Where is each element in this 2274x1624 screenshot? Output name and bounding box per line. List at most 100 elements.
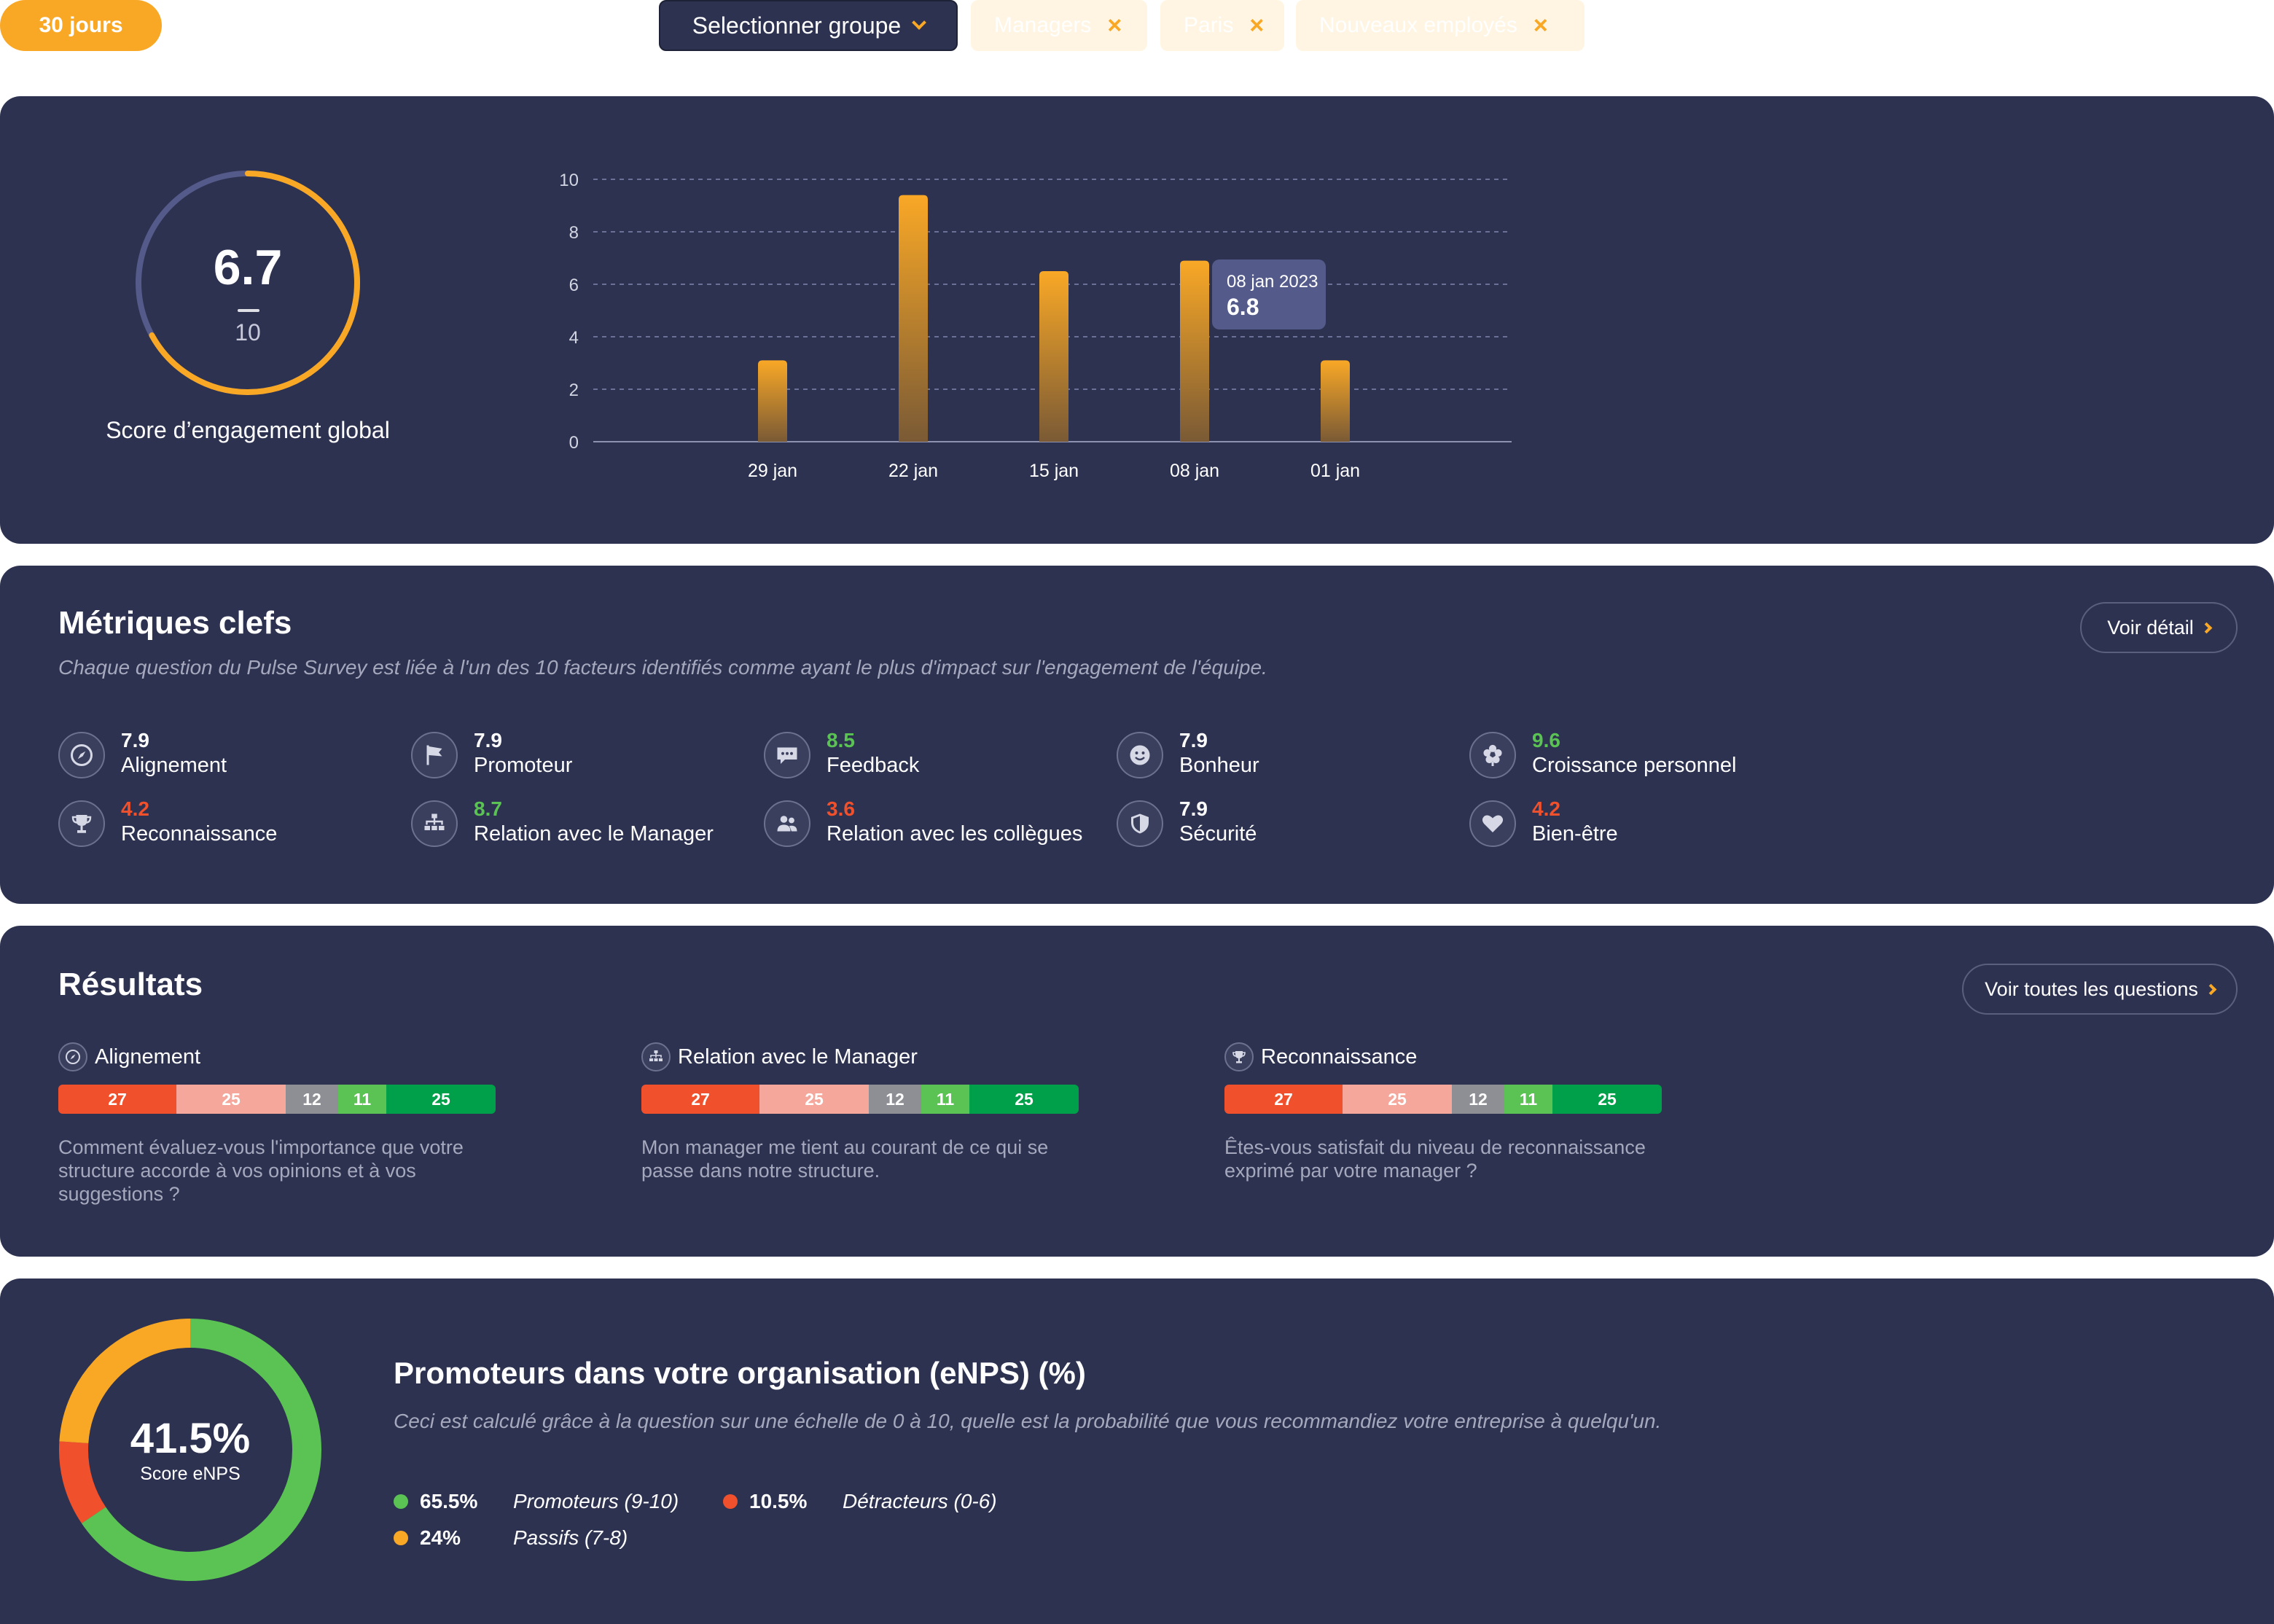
filter-chip-managers[interactable]: Managers ×: [971, 0, 1147, 51]
result-distribution-bar: 27 25 12 11 25: [1224, 1085, 1662, 1114]
view-detail-button[interactable]: Voir détail: [2080, 602, 2238, 653]
shield-icon: [1131, 813, 1149, 834]
metric-value: 7.9: [1179, 797, 1208, 820]
distribution-segment: 25: [969, 1085, 1079, 1114]
engagement-score: 6.7: [213, 240, 283, 295]
engagement-card: [0, 96, 2274, 544]
metric-value: 7.9: [474, 729, 502, 752]
enps-score: 41.5%: [130, 1415, 251, 1462]
tooltip-value: 6.8: [1227, 294, 1259, 320]
legend-item: 24% Passifs (7-8): [394, 1525, 628, 1551]
metric-value: 8.5: [827, 729, 855, 752]
metric-name: Alignement: [121, 754, 227, 777]
metric-name: Bien-être: [1532, 822, 1618, 846]
distribution-segment: 25: [176, 1085, 286, 1114]
metric-name: Feedback: [827, 754, 920, 777]
heart-icon: [1482, 815, 1504, 832]
donut-segment: [59, 1319, 321, 1581]
period-button[interactable]: 30 jours: [0, 0, 162, 51]
y-tick-label: 4: [569, 328, 579, 348]
metric-icon-badge: [1117, 800, 1163, 847]
metric-item: 9.6 Croissance personnel: [1469, 729, 1819, 780]
chevron-right-icon: [2200, 622, 2213, 633]
metric-item: 3.6 Relation avec les collègues: [764, 797, 1114, 848]
enps-donut-chart: [59, 1319, 321, 1581]
distribution-segment: 25: [759, 1085, 869, 1114]
view-detail-label: Voir détail: [2107, 616, 2194, 639]
distribution-segment: 25: [386, 1085, 496, 1114]
chip-label: Nouveaux employés: [1319, 13, 1517, 37]
metric-value: 9.6: [1532, 729, 1560, 752]
close-icon[interactable]: ×: [1533, 11, 1548, 39]
metric-item: 7.9 Sécurité: [1117, 797, 1466, 848]
group-select[interactable]: Selectionner groupe: [659, 0, 958, 51]
tooltip-date: 08 jan 2023: [1227, 272, 1318, 292]
result-icon-badge: [58, 1042, 87, 1071]
distribution-segment: 12: [1452, 1085, 1504, 1114]
close-icon[interactable]: ×: [1107, 11, 1122, 39]
view-all-questions-label: Voir toutes les questions: [1985, 977, 2198, 1000]
metric-name: Reconnaissance: [121, 822, 278, 846]
distribution-segment: 27: [641, 1085, 759, 1114]
result-header: Alignement: [58, 1042, 200, 1071]
distribution-segment: 11: [921, 1085, 969, 1114]
compass-icon: [66, 1050, 80, 1064]
result-question: Comment évaluez-vous l'importance que vo…: [58, 1136, 464, 1205]
score-separator: [238, 309, 259, 312]
bar[interactable]: [1321, 360, 1350, 442]
chat-icon: [777, 747, 797, 764]
legend-item: 10.5% Détracteurs (0-6): [723, 1488, 997, 1515]
people-icon: [777, 816, 797, 832]
x-tick-label: 15 jan: [1029, 461, 1079, 481]
org-chart-icon: [649, 1050, 663, 1061]
metric-item: 8.7 Relation avec le Manager: [411, 797, 761, 848]
filter-chip-nouveaux-employes[interactable]: Nouveaux employés ×: [1296, 0, 1585, 51]
view-all-questions-button[interactable]: Voir toutes les questions: [1962, 964, 2238, 1015]
result-header: Reconnaissance: [1224, 1042, 1417, 1071]
x-tick-label: 29 jan: [748, 461, 797, 481]
group-select-label: Selectionner groupe: [692, 12, 902, 39]
x-tick-label: 08 jan: [1170, 461, 1219, 481]
metric-value: 4.2: [1532, 797, 1560, 820]
metric-icon-badge: [1117, 732, 1163, 778]
metric-icon-badge: [764, 800, 810, 847]
legend-dot: [394, 1531, 408, 1545]
filter-bar: 30 jours Selectionner groupe Managers × …: [0, 0, 2274, 54]
metric-value: 3.6: [827, 797, 855, 820]
bar[interactable]: [758, 360, 787, 442]
legend-dot: [723, 1494, 738, 1509]
bar[interactable]: [1180, 260, 1209, 442]
legend-dot: [394, 1494, 408, 1509]
metric-icon-badge: [411, 732, 458, 778]
enps-title: Promoteurs dans votre organisation (eNPS…: [394, 1356, 1086, 1390]
metric-name: Croissance personnel: [1532, 754, 1737, 777]
ring-progress: [136, 171, 360, 395]
results-title: Résultats: [58, 967, 203, 1002]
metric-item: 8.5 Feedback: [764, 729, 1114, 780]
result-icon-badge: [1224, 1042, 1254, 1071]
chip-label: Managers: [994, 13, 1092, 37]
legend-value: 65.5%: [420, 1490, 478, 1512]
result-distribution-bar: 27 25 12 11 25: [641, 1085, 1079, 1114]
result-factor-name: Reconnaissance: [1261, 1045, 1418, 1069]
bar[interactable]: [899, 195, 928, 442]
filter-chip-paris[interactable]: Paris ×: [1160, 0, 1284, 51]
bar[interactable]: [1039, 271, 1068, 442]
metric-icon-badge: [764, 732, 810, 778]
distribution-segment: 27: [1224, 1085, 1343, 1114]
org-chart-icon: [424, 813, 445, 830]
metric-icon-badge: [411, 800, 458, 847]
legend-name: Passifs (7-8): [513, 1526, 628, 1549]
y-tick-label: 10: [559, 171, 579, 190]
legend-item: 65.5% Promoteurs (9-10): [394, 1488, 679, 1515]
close-icon[interactable]: ×: [1249, 11, 1265, 39]
engagement-max: 10: [235, 319, 261, 346]
distribution-segment: 12: [869, 1085, 921, 1114]
metric-value: 7.9: [1179, 729, 1208, 752]
y-tick-label: 0: [569, 433, 579, 453]
metrics-subtitle: Chaque question du Pulse Survey est liée…: [58, 656, 1267, 679]
result-question: Mon manager me tient au courant de ce qu…: [641, 1136, 1049, 1182]
chip-label: Paris: [1184, 13, 1234, 37]
metric-name: Relation avec les collègues: [827, 822, 1083, 846]
